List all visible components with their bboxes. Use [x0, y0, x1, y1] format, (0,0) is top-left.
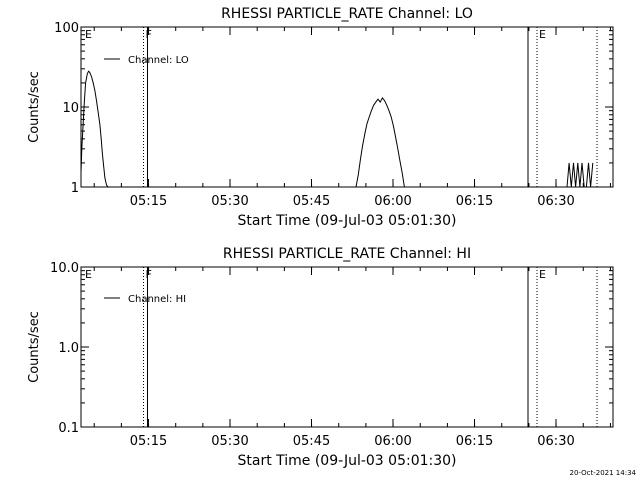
panel-lo: RHESSI PARTICLE_RATE Channel: LO 1 10 100 05… — [27, 6, 614, 229]
plot-frame — [80, 266, 614, 428]
x-tick-label: 06:30 — [537, 194, 574, 209]
y-tick-label: 1.0 — [58, 341, 79, 356]
x-tick-label: 05:30 — [211, 434, 248, 449]
y-tick-label: 1 — [71, 181, 79, 196]
chart-title: RHESSI PARTICLE_RATE Channel: LO — [221, 6, 473, 22]
plot-frame — [80, 26, 614, 188]
flag-label: F — [146, 28, 152, 41]
flag-label: E — [539, 28, 546, 41]
x-tick-label: 06:00 — [374, 434, 411, 449]
y-tick-label: 10 — [62, 101, 79, 116]
series-line-lo — [80, 70, 109, 188]
series-line-lo — [566, 162, 594, 188]
y-axis-label: Counts/sec — [27, 71, 42, 143]
x-tick-label: 05:30 — [211, 194, 248, 209]
x-axis-label: Start Time (09-Jul-03 05:01:30) — [237, 453, 456, 469]
flag-label: F — [146, 268, 152, 281]
panel-hi: RHESSI PARTICLE_RATE Channel: HI 0.1 1.0 10… — [27, 246, 614, 469]
series-line-lo — [355, 96, 405, 188]
flag-label: E — [539, 268, 546, 281]
x-tick-label: 06:15 — [456, 434, 493, 449]
chart-title: RHESSI PARTICLE_RATE Channel: HI — [223, 246, 471, 262]
x-tick-label: 05:45 — [293, 434, 330, 449]
y-tick-label: 0.1 — [58, 421, 79, 436]
y-tick-label: 10.0 — [50, 261, 79, 276]
x-axis-label: Start Time (09-Jul-03 05:01:30) — [237, 213, 456, 229]
y-axis-label: Counts/sec — [27, 311, 42, 383]
legend-label: Channel: LO — [128, 55, 189, 66]
x-tick-label: 06:15 — [456, 194, 493, 209]
flag-label: E — [85, 268, 92, 281]
legend-label: Channel: HI — [128, 294, 186, 305]
flag-label: E — [85, 28, 92, 41]
x-tick-label: 05:15 — [130, 194, 167, 209]
x-tick-label: 05:45 — [293, 194, 330, 209]
y-tick-label: 100 — [54, 21, 79, 36]
x-tick-label: 06:30 — [537, 434, 574, 449]
x-tick-label: 05:15 — [130, 434, 167, 449]
timestamp: 20-Oct-2021 14:34 — [570, 469, 637, 477]
x-tick-label: 06:00 — [374, 194, 411, 209]
